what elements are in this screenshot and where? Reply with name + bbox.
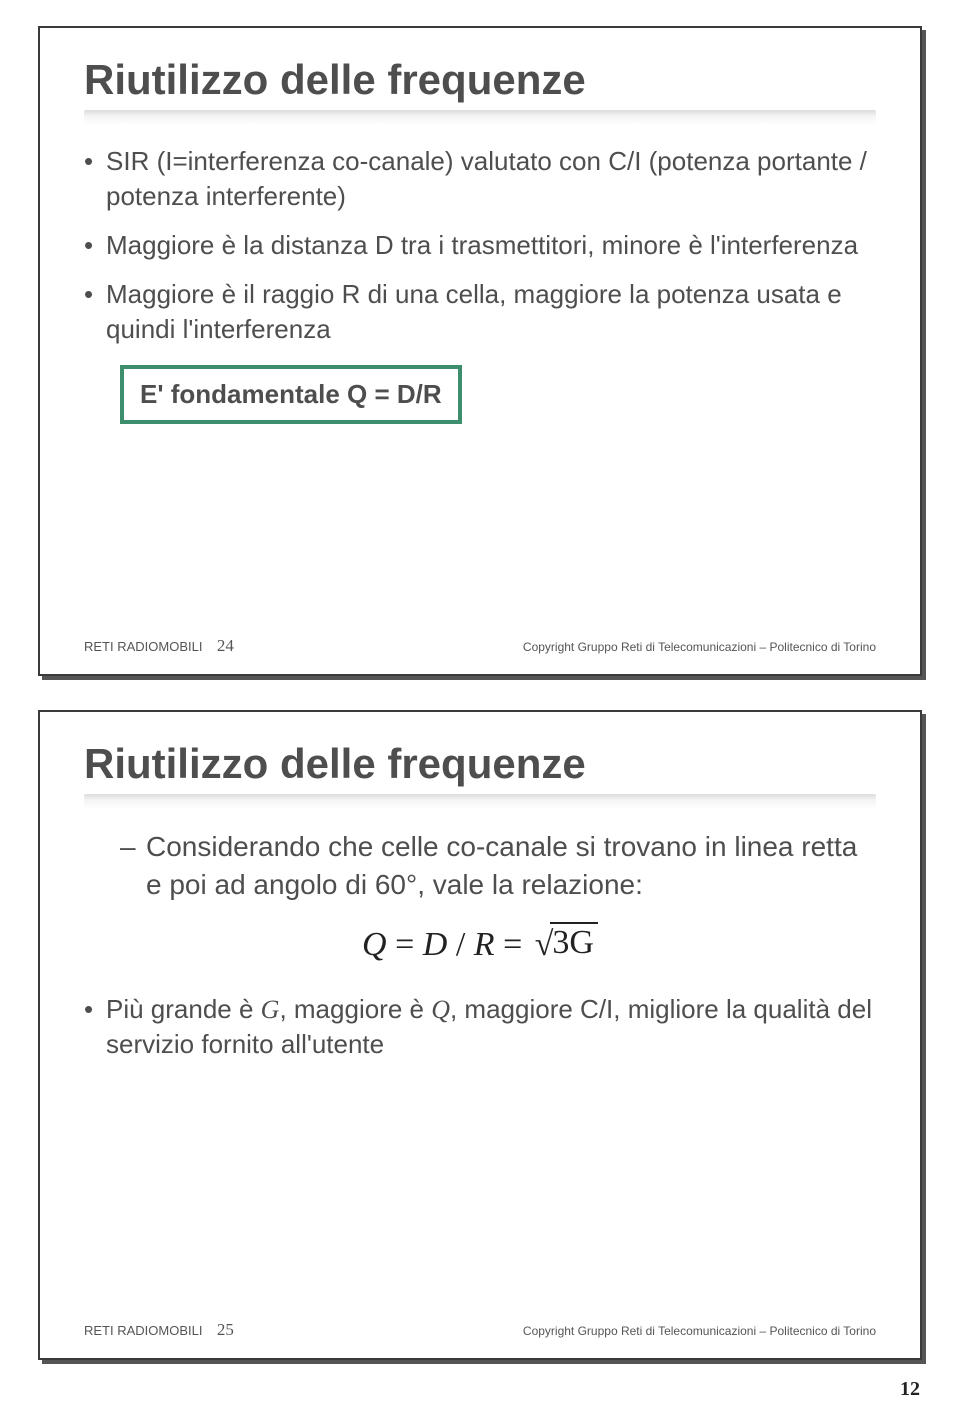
footer-copyright: Copyright Gruppo Reti di Telecomunicazio… [523,1324,876,1338]
dash-list: Considerando che celle co-canale si trov… [84,828,876,904]
formula-r: R [474,926,495,963]
title-decor [84,110,876,126]
bullet-item: Maggiore è il raggio R di una cella, mag… [84,277,876,347]
slide-footer: RETI RADIOMOBILI 24 Copyright Gruppo Ret… [84,636,876,656]
bullet-list: Più grande è G, maggiore è Q, maggiore C… [84,992,876,1062]
formula-d: D [423,926,448,963]
slide-1: Riutilizzo delle frequenze SIR (I=interf… [38,26,922,676]
footer-left-text: RETI RADIOMOBILI [84,639,202,654]
page-number: 12 [900,1378,920,1401]
bullet-text: , maggiore è [279,994,431,1024]
slide-number: 25 [217,1320,234,1339]
bullet-list: SIR (I=interferenza co-canale) valutato … [84,144,876,347]
slide-footer: RETI RADIOMOBILI 25 Copyright Gruppo Ret… [84,1320,876,1340]
footer-copyright: Copyright Gruppo Reti di Telecomunicazio… [523,640,876,654]
slide-title: Riutilizzo delle frequenze [84,56,876,104]
slide-2: Riutilizzo delle frequenze Considerando … [38,710,922,1360]
var-q: Q [431,995,450,1024]
sqrt-icon: 3G [531,924,598,964]
bullet-item: Più grande è G, maggiore è Q, maggiore C… [84,992,876,1062]
formula-eq: = [495,926,531,963]
bullet-item: SIR (I=interferenza co-canale) valutato … [84,144,876,214]
formula-q: Q [362,926,387,963]
bullet-text: Più grande è [106,994,261,1024]
var-g: G [261,995,280,1024]
formula-3g: 3G [552,924,594,961]
formula-eq: = [387,926,423,963]
formula-slash: / [447,926,473,963]
footer-left-text: RETI RADIOMOBILI [84,1323,202,1338]
title-decor [84,794,876,810]
highlight-box: E' fondamentale Q = D/R [120,365,462,424]
slide-number: 24 [217,636,234,655]
bullet-item: Maggiore è la distanza D tra i trasmetti… [84,228,876,263]
formula: Q = D / R = 3G [84,924,876,964]
dash-item: Considerando che celle co-canale si trov… [120,828,876,904]
slide-title: Riutilizzo delle frequenze [84,740,876,788]
